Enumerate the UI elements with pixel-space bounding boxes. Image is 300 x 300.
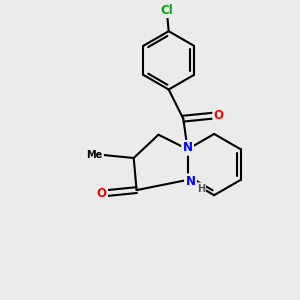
Text: H: H (197, 184, 205, 194)
Text: Me: Me (86, 150, 103, 160)
Text: Cl: Cl (161, 4, 174, 17)
Text: N: N (185, 175, 196, 188)
Text: O: O (214, 109, 224, 122)
Text: O: O (97, 187, 106, 200)
Text: N: N (183, 141, 193, 154)
